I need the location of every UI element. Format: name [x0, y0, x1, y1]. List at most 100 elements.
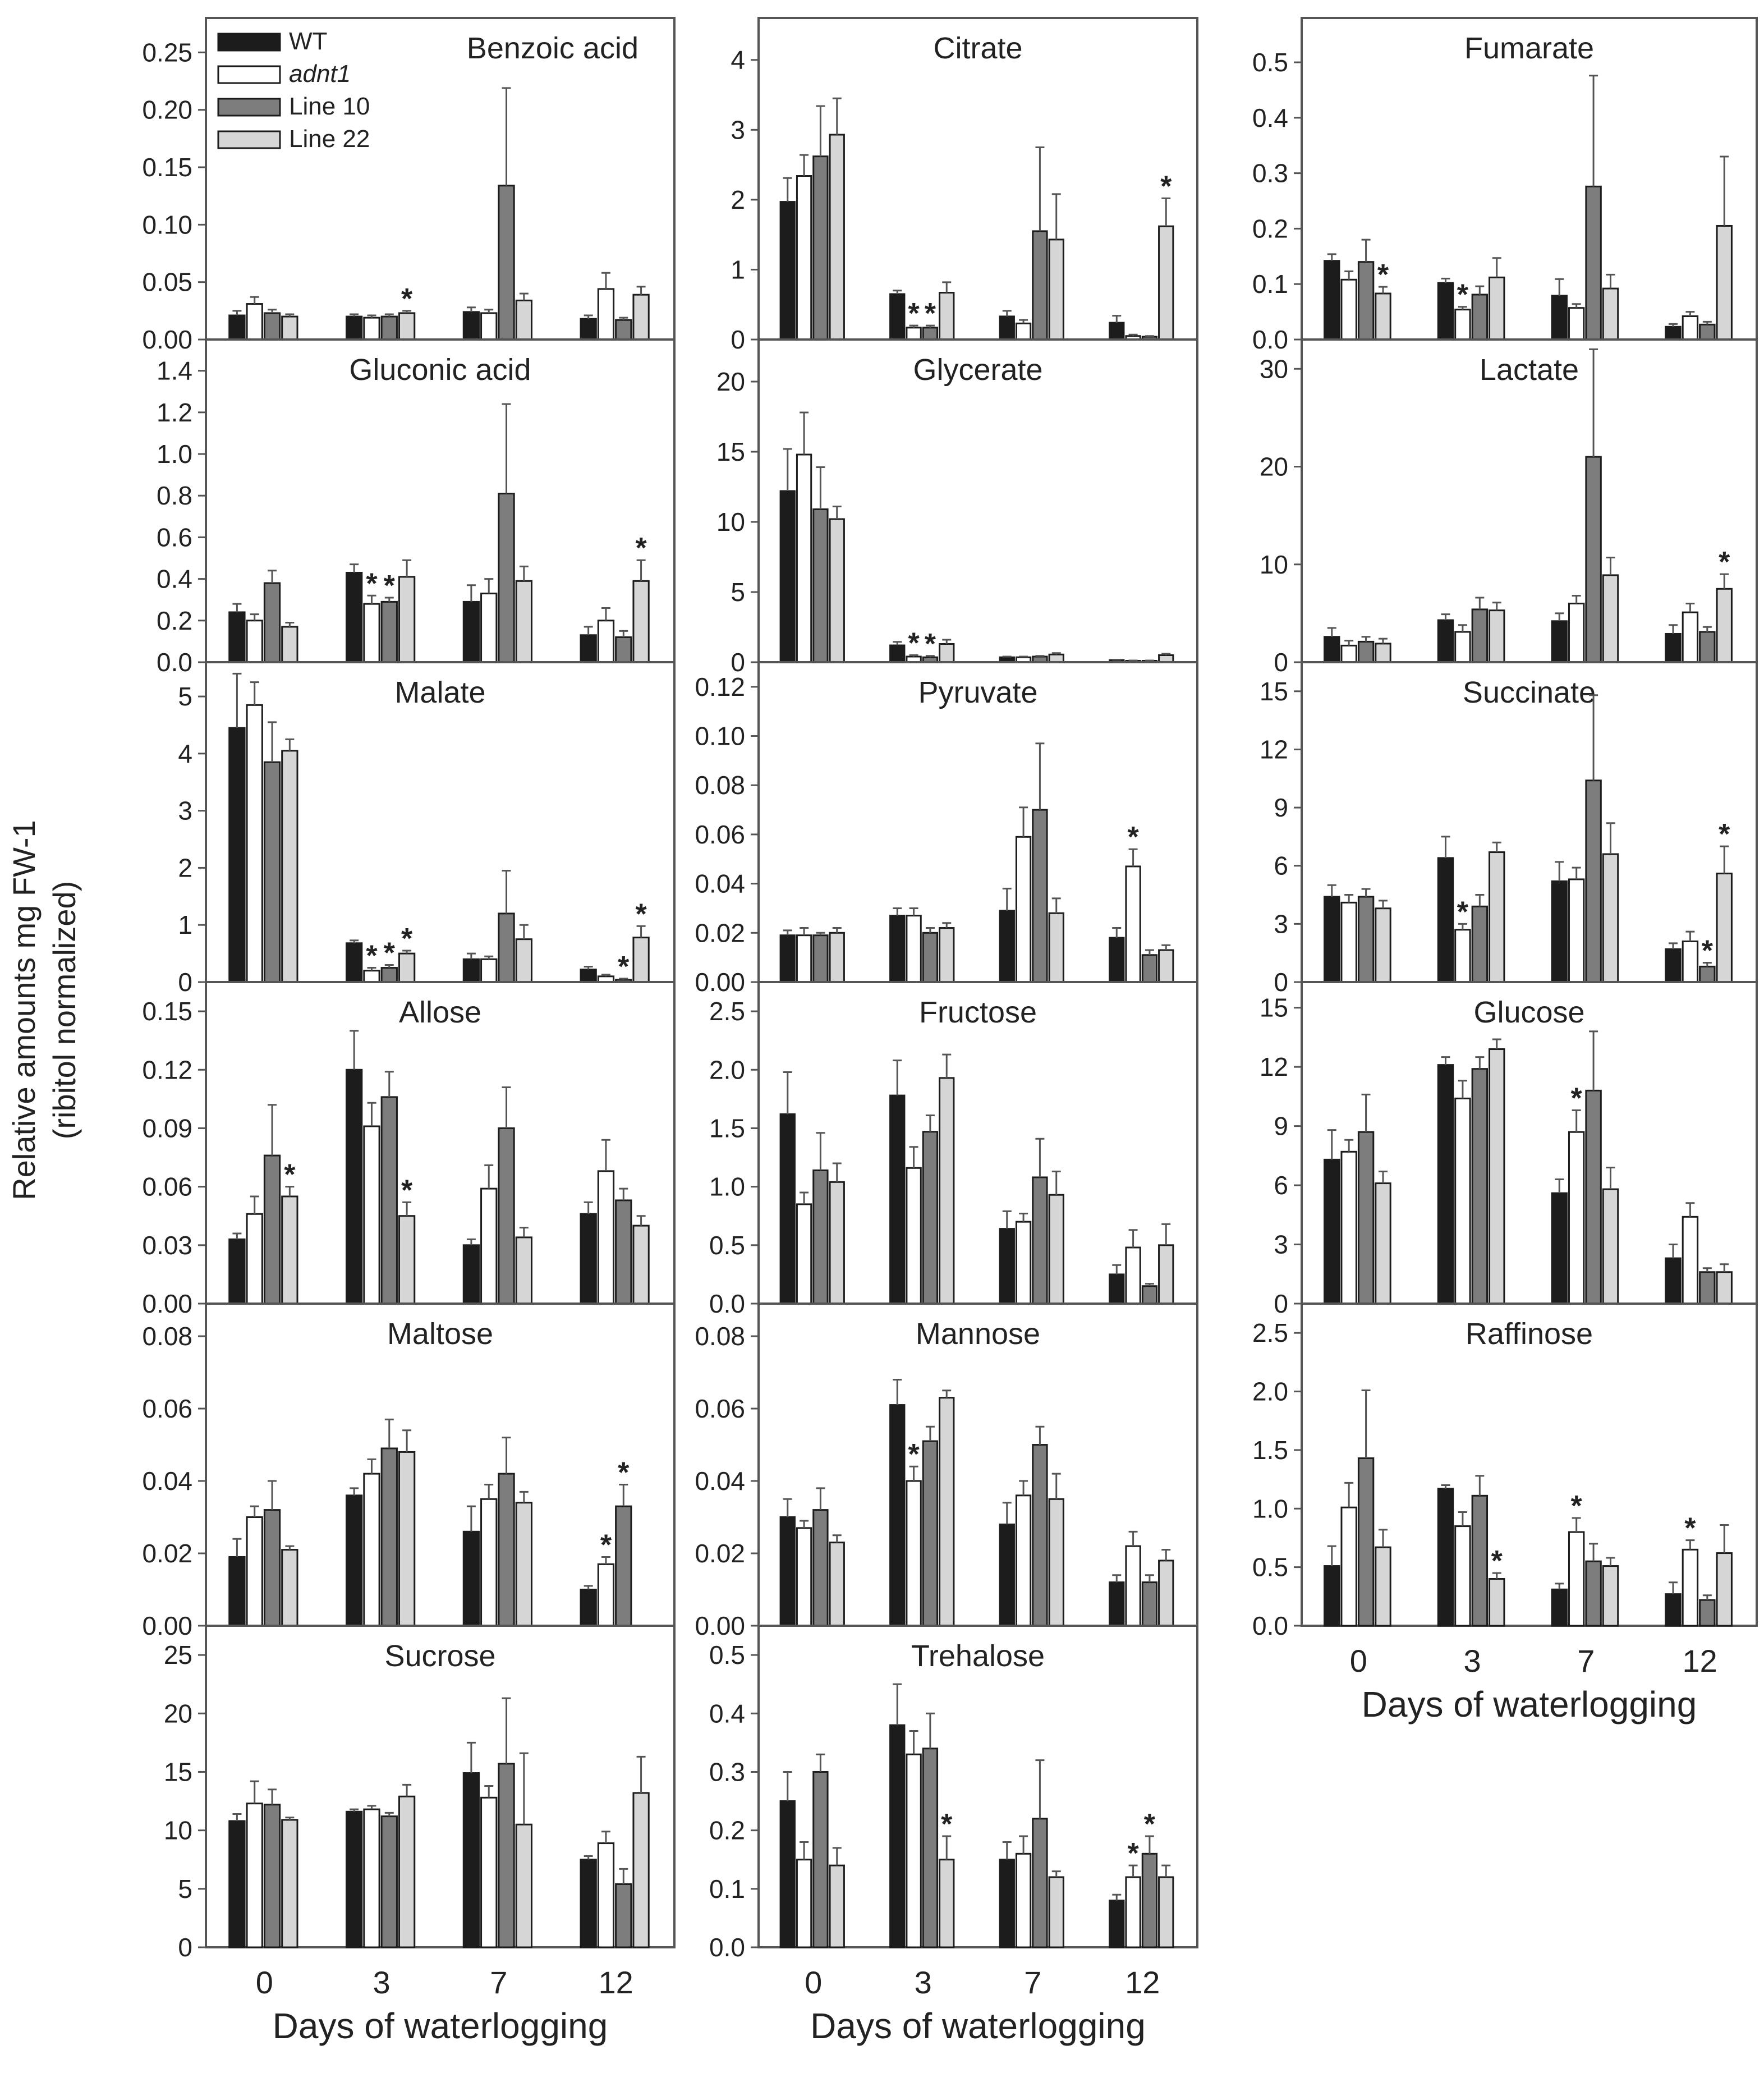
bar-wt-day-12 — [1665, 1257, 1682, 1305]
y-tick-label: 0.00 — [142, 1289, 192, 1318]
bar-line-22-day-7 — [1602, 287, 1619, 341]
bar-line-22-day-7 — [515, 1823, 532, 1948]
panel-title: Glycerate — [913, 353, 1042, 387]
panel-title: Trehalose — [911, 1639, 1045, 1673]
bar-line-10-day-0 — [263, 1154, 281, 1305]
bar-adnt1-day-0 — [246, 1803, 263, 1948]
panel-title: Glucose — [1473, 996, 1584, 1029]
bar-adnt1-day-7 — [1568, 307, 1585, 341]
significance-star: * — [1457, 279, 1469, 311]
bar-line-10-day-3 — [380, 315, 398, 341]
bar-adnt1-day-0 — [1340, 278, 1357, 341]
bar-adnt1-day-7 — [480, 958, 498, 983]
y-tick-label: 0.20 — [142, 95, 192, 125]
y-tick-label: 0 — [1274, 1289, 1288, 1318]
y-tick-label: 9 — [1274, 793, 1288, 822]
panel-title: Succinate — [1463, 676, 1596, 709]
bar-line-22-day-3 — [398, 1451, 416, 1627]
significance-star: * — [1127, 821, 1139, 854]
y-tick-label: 15 — [164, 1757, 192, 1786]
panel-title: Gluconic acid — [349, 353, 531, 387]
bar-adnt1-day-3 — [1454, 1097, 1471, 1305]
bar-adnt1-day-12 — [1682, 1548, 1699, 1627]
bar-adnt1-day-0 — [246, 1516, 263, 1627]
bar-wt-day-12 — [1665, 948, 1682, 983]
bar-wt-day-0 — [228, 727, 246, 983]
bar-wt-day-3 — [889, 1724, 906, 1948]
bar-adnt1-day-3 — [1454, 1525, 1471, 1627]
bar-line-22-day-7 — [1048, 239, 1064, 341]
bar-wt-day-12 — [580, 969, 597, 983]
panel-fumarate: Fumarate 0.0 0.1 0.2 0.3 0.4 0.5 * * — [1252, 17, 1758, 354]
panel-frame — [205, 1625, 676, 1948]
significance-star: * — [1127, 1837, 1139, 1870]
bar-wt-day-3 — [889, 293, 906, 341]
bar-line-22-day-12 — [632, 1224, 650, 1305]
bar-adnt1-day-0 — [246, 303, 263, 341]
x-tick-label: 7 — [1577, 1643, 1595, 1678]
y-tick-label: 3 — [1274, 1230, 1288, 1259]
bar-line-22-day-3 — [398, 1215, 416, 1305]
y-tick-label: 0.06 — [695, 820, 745, 849]
bar-adnt1-day-3 — [1454, 309, 1471, 341]
y-tick-label: 0 — [178, 967, 192, 997]
bar-wt-day-0 — [779, 934, 796, 983]
bar-line-10-day-3 — [380, 600, 398, 663]
bar-line-10-day-12 — [1699, 965, 1716, 983]
y-tick-label: 5 — [178, 682, 192, 711]
bar-line-22-day-0 — [829, 1864, 845, 1948]
y-tick-label: 0.0 — [1252, 1611, 1288, 1640]
y-tick-label: 0.15 — [142, 997, 192, 1026]
y-tick-label: 15 — [1260, 993, 1288, 1022]
y-tick-label: 0.25 — [142, 38, 192, 67]
y-tick-label: 0.10 — [142, 210, 192, 239]
bar-line-10-day-0 — [263, 761, 281, 983]
y-tick-label: 1.4 — [157, 356, 192, 386]
bar-line-10-day-0 — [1357, 640, 1375, 663]
significance-star: * — [635, 532, 647, 565]
significance-star: * — [401, 283, 413, 315]
bar-line-10-day-0 — [812, 508, 829, 663]
bar-line-10-day-0 — [812, 155, 829, 341]
y-tick-label: 0.12 — [695, 672, 745, 701]
bar-line-10-day-7 — [1032, 230, 1048, 341]
bar-line-10-day-0 — [812, 934, 829, 983]
y-axis-label-line2: (ribitol normalized) — [47, 881, 82, 1140]
bar-wt-day-3 — [346, 571, 363, 663]
bar-adnt1-day-0 — [1340, 901, 1357, 983]
legend-label-line-22: Line 22 — [289, 125, 370, 153]
x-tick-label: 7 — [1024, 1965, 1041, 2000]
bar-wt-day-7 — [1551, 620, 1568, 663]
bar-wt-day-12 — [1109, 1581, 1125, 1627]
bar-line-10-day-7 — [1032, 1818, 1048, 1948]
panel-title: Citrate — [933, 31, 1022, 65]
y-tick-label: 1.5 — [1252, 1435, 1288, 1465]
bar-adnt1-day-12 — [1682, 1216, 1699, 1305]
bar-line-22-day-0 — [281, 626, 298, 663]
legend-label-wt: WT — [289, 27, 327, 55]
panel-title: Fructose — [919, 996, 1037, 1029]
y-tick-label: 20 — [1260, 452, 1288, 481]
bar-adnt1-day-7 — [1015, 1494, 1032, 1627]
bar-line-22-day-3 — [398, 576, 416, 663]
bar-line-22-day-7 — [1048, 912, 1064, 983]
bar-line-22-day-12 — [1716, 1271, 1733, 1305]
bar-adnt1-day-12 — [1125, 1876, 1141, 1948]
y-tick-label: 0.10 — [695, 722, 745, 751]
y-tick-label: 2.5 — [709, 997, 745, 1026]
bar-line-10-day-3 — [380, 1447, 398, 1627]
y-tick-label: 2 — [731, 185, 745, 214]
bar-wt-day-7 — [1551, 1588, 1568, 1627]
bar-wt-day-3 — [346, 942, 363, 983]
bar-adnt1-day-3 — [363, 1125, 380, 1305]
panel-glycerate: Glycerate 0 5 10 15 20 * * — [716, 338, 1198, 677]
y-tick-label: 4 — [731, 45, 745, 75]
bar-line-22-day-3 — [939, 1397, 955, 1627]
bar-adnt1-day-7 — [1568, 1531, 1585, 1627]
bar-line-22-day-0 — [281, 315, 298, 341]
x-axis-label: Days of waterlogging — [273, 2006, 608, 2046]
legend-label-adnt1: adnt1 — [289, 60, 351, 88]
significance-star: * — [618, 951, 630, 983]
bar-line-22-day-3 — [939, 292, 955, 341]
